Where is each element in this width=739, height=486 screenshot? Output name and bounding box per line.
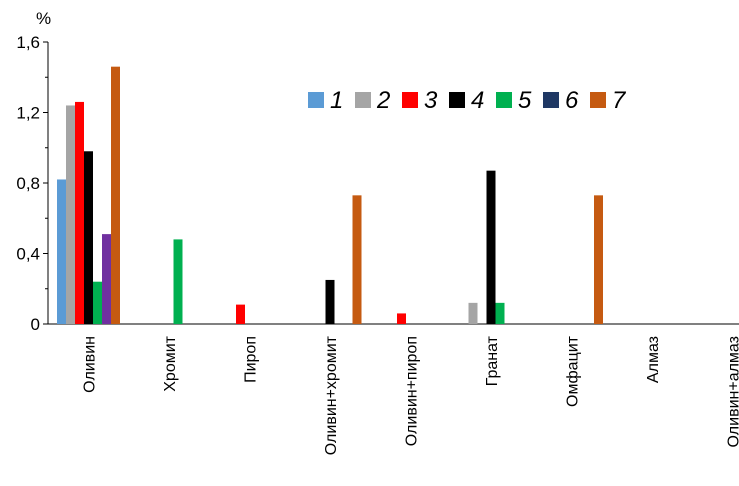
- bar-series-2: [468, 302, 478, 324]
- y-tick-label: 1,2: [16, 104, 40, 123]
- category-label: Оливин+пироп: [404, 336, 421, 446]
- legend-label: 4: [471, 87, 484, 114]
- y-tick-label: 0: [31, 315, 40, 334]
- y-tick-label: 1,6: [16, 33, 40, 52]
- legend-swatch: [543, 92, 559, 108]
- bar-series-7: [594, 195, 603, 324]
- legend-swatch: [496, 92, 512, 108]
- axes: [43, 41, 739, 325]
- bar-series-4: [486, 170, 496, 324]
- y-tick-label: 0,4: [16, 245, 40, 264]
- bar-series-5: [173, 239, 183, 324]
- bar-series-7: [352, 195, 362, 324]
- legend: 1 2 3 4 5 6 7: [308, 87, 627, 114]
- category-label: Пироп: [243, 336, 260, 383]
- category-labels: Оливин Хромит Пироп Оливин+хромит Оливин+пир…: [82, 335, 739, 455]
- legend-label: 5: [518, 87, 532, 114]
- legend-swatch: [355, 92, 371, 108]
- bar-series-3: [397, 313, 406, 324]
- category-label: Омфацит: [565, 335, 582, 407]
- category-label: Хромит: [162, 335, 179, 391]
- bar-series-2: [66, 105, 75, 324]
- legend-swatch: [449, 92, 465, 108]
- y-unit-label: %: [36, 9, 51, 28]
- y-tick-label: 0,8: [16, 174, 40, 193]
- category-label: Оливин: [82, 336, 99, 393]
- bar-series-3: [236, 304, 245, 324]
- legend-swatch: [402, 92, 418, 108]
- bar-series-5: [93, 281, 102, 324]
- bar-series-4: [325, 279, 335, 324]
- bar-series-1: [57, 179, 66, 324]
- category-label: Гранат: [484, 335, 501, 386]
- legend-swatch: [590, 92, 606, 108]
- bar-series-6: [102, 234, 111, 324]
- bars: [57, 66, 603, 325]
- y-tick-labels: 0 0,4 0,8 1,2 1,6: [16, 33, 40, 334]
- bar-series-7: [111, 66, 120, 325]
- legend-label: 3: [424, 87, 438, 114]
- bar-series-3: [75, 101, 84, 324]
- bar-series-5: [495, 302, 505, 324]
- legend-label: 7: [612, 87, 627, 114]
- category-label: Оливин+алмаз: [726, 336, 739, 447]
- category-label: Алмаз: [645, 336, 662, 383]
- category-label: Оливин+хромит: [323, 335, 340, 455]
- legend-label: 6: [565, 87, 579, 114]
- bar-series-4: [84, 151, 93, 324]
- legend-label: 2: [376, 87, 390, 114]
- legend-swatch: [308, 92, 324, 108]
- legend-label: 1: [330, 87, 343, 114]
